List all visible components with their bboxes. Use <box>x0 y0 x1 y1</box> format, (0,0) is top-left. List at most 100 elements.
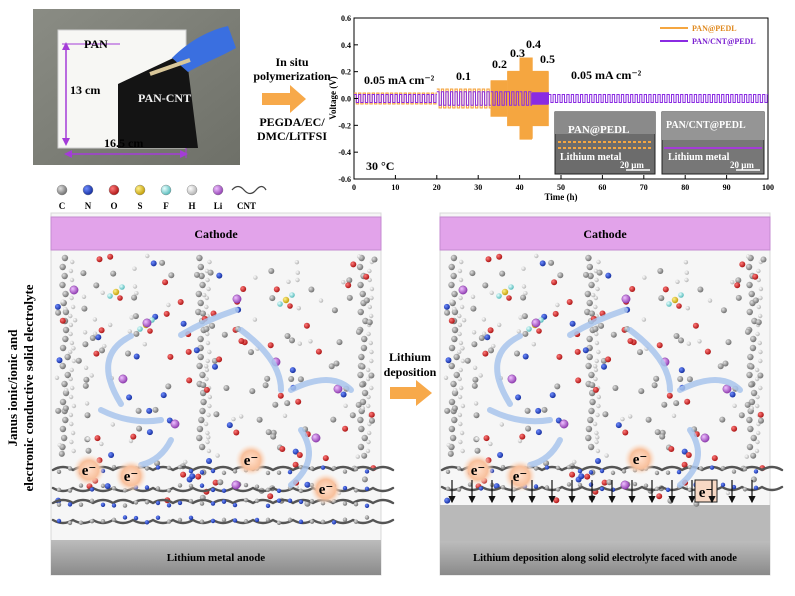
x-tick-label: 70 <box>640 183 648 192</box>
deposition-line2: deposition <box>384 365 437 379</box>
anno-d3: 0.2 <box>492 57 507 71</box>
x-tick-label: 10 <box>391 183 399 192</box>
y-tick-label: -0.2 <box>338 121 351 130</box>
anno-d1: 0.05 mA cm⁻² <box>364 73 435 87</box>
x-tick-label: 20 <box>433 183 441 192</box>
trace-pan-segment <box>354 92 437 105</box>
x-axis-ticks: 0 10 20 30 40 50 60 70 80 90 100 <box>352 175 774 192</box>
voltage-traces <box>354 57 768 140</box>
trace-cnt-segment <box>354 94 437 103</box>
y-tick-label: -0.6 <box>338 175 351 184</box>
height-label: 13 cm <box>70 83 100 97</box>
x-tick-label: 30 <box>474 183 482 192</box>
side-label: Janus ionic/ionic and electronic conduct… <box>5 284 36 491</box>
lithium-deposit-layer <box>440 505 770 541</box>
electron-label: e⁻ <box>699 485 714 501</box>
x-tick-label: 50 <box>557 183 565 192</box>
y-axis-ticks: 0.6 0.4 0.2 0.0 -0.2 -0.4 -0.6 <box>338 14 358 184</box>
anno-temp: 30 °C <box>366 159 394 173</box>
pan-label: PAN <box>84 37 108 51</box>
deposition-arrows <box>448 480 756 504</box>
side-label-line2: electronic conductive solid electrolyte <box>21 284 36 491</box>
electron-label: e⁻ <box>244 453 259 469</box>
left-cathode-label: Cathode <box>194 227 238 241</box>
legend-atom-o <box>108 184 120 196</box>
trace-cnt-segment <box>531 92 549 105</box>
legend-pan: PAN@PEDL <box>692 24 737 33</box>
electron-label: e⁻ <box>471 463 486 479</box>
electron-label: e⁻ <box>513 469 528 485</box>
deposition-step: Lithium deposition <box>384 350 437 406</box>
process-arrow <box>262 85 306 113</box>
right-cathode-label: Cathode <box>583 227 627 241</box>
electron-glow <box>462 454 494 486</box>
process-reagents2: DMC/LiTFSI <box>257 129 327 143</box>
process-line1: In situ <box>275 55 308 69</box>
width-label: 16.5 cm <box>104 136 143 150</box>
process-line2: polymerization <box>253 69 331 83</box>
legend-atom-li <box>212 184 224 196</box>
legend-atom-label: F <box>163 201 169 211</box>
left-anode-label: Lithium metal anode <box>167 552 266 564</box>
y-tick-label: -0.4 <box>338 148 351 157</box>
deposition-line1: Lithium <box>389 350 431 364</box>
x-tick-label: 40 <box>516 183 524 192</box>
anno-d4: 0.3 <box>510 46 525 60</box>
atom-legend: C N O S F H Li CNT <box>56 184 267 211</box>
y-tick-label: 0.0 <box>341 95 351 104</box>
x-axis-label: Time (h) <box>544 192 577 202</box>
inset-pan: PAN@PEDL Lithium metal 20 μm <box>554 111 656 175</box>
legend-atom-label: H <box>188 201 195 211</box>
inset-cnt-title: PAN/CNT@PEDL <box>666 120 746 131</box>
legend-atom-label: O <box>110 201 117 211</box>
anno-d6: 0.5 <box>540 52 555 66</box>
pan-cnt-film <box>118 52 198 148</box>
legend-atom-h <box>186 184 198 196</box>
electron-label: e⁻ <box>82 463 97 479</box>
inset-cnt-label: Lithium metal <box>668 152 730 163</box>
legend-atom-n <box>82 184 94 196</box>
y-axis-label: Voltage (V) <box>328 76 338 119</box>
electron-label: e⁻ <box>633 452 648 468</box>
electron-glow <box>310 473 342 505</box>
electron-label: e⁻ <box>319 482 334 498</box>
trace-cnt-segment <box>490 91 508 106</box>
anno-d2: 0.1 <box>456 69 471 83</box>
x-tick-label: 0 <box>352 183 356 192</box>
x-tick-label: 100 <box>762 183 774 192</box>
electron-glow <box>115 460 147 492</box>
process-reagents1: PEGDA/EC/ <box>259 115 325 129</box>
trace-cnt-segment <box>507 91 520 106</box>
left-anode <box>51 540 381 575</box>
trace-cnt-segment <box>548 94 768 103</box>
electron-glow <box>73 454 105 486</box>
right-anode <box>440 541 770 575</box>
x-tick-label: 60 <box>598 183 606 192</box>
x-tick-label: 80 <box>681 183 689 192</box>
anno-d5: 0.4 <box>526 37 541 51</box>
legend-cnt-label: CNT <box>237 201 256 211</box>
legend-atom-label: Li <box>214 201 223 211</box>
y-tick-label: 0.6 <box>341 14 351 23</box>
legend-atom-c <box>56 184 68 196</box>
inset-pan-label: Lithium metal <box>560 152 622 163</box>
inset-pan-scale: 20 μm <box>620 160 644 170</box>
inset-pan-title: PAN@PEDL <box>568 124 629 136</box>
x-tick-label: 90 <box>723 183 731 192</box>
voltage-chart: 0.6 0.4 0.2 0.0 -0.2 -0.4 -0.6 0 10 20 30 40 50 60 70… <box>328 14 774 202</box>
legend-atom-s <box>134 184 146 196</box>
right-schematic: Cathode Lithium deposition along solid e… <box>439 212 784 576</box>
legend-atom-label: N <box>85 201 92 211</box>
side-label-line1: Janus ionic/ionic and <box>5 329 20 447</box>
photo-panel: PAN PAN-CNT 13 cm 16.5 cm <box>33 9 240 165</box>
inset-cnt-scale: 20 μm <box>730 160 754 170</box>
electron-glow <box>624 443 656 475</box>
legend-cnt-curve <box>231 185 267 195</box>
y-tick-label: 0.4 <box>341 41 351 50</box>
trace-cnt-segment <box>436 91 491 106</box>
pan-cnt-label: PAN-CNT <box>138 91 191 105</box>
inset-cnt: PAN/CNT@PEDL Lithium metal 20 μm <box>661 111 765 175</box>
legend-cnt: PAN/CNT@PEDL <box>692 37 756 46</box>
